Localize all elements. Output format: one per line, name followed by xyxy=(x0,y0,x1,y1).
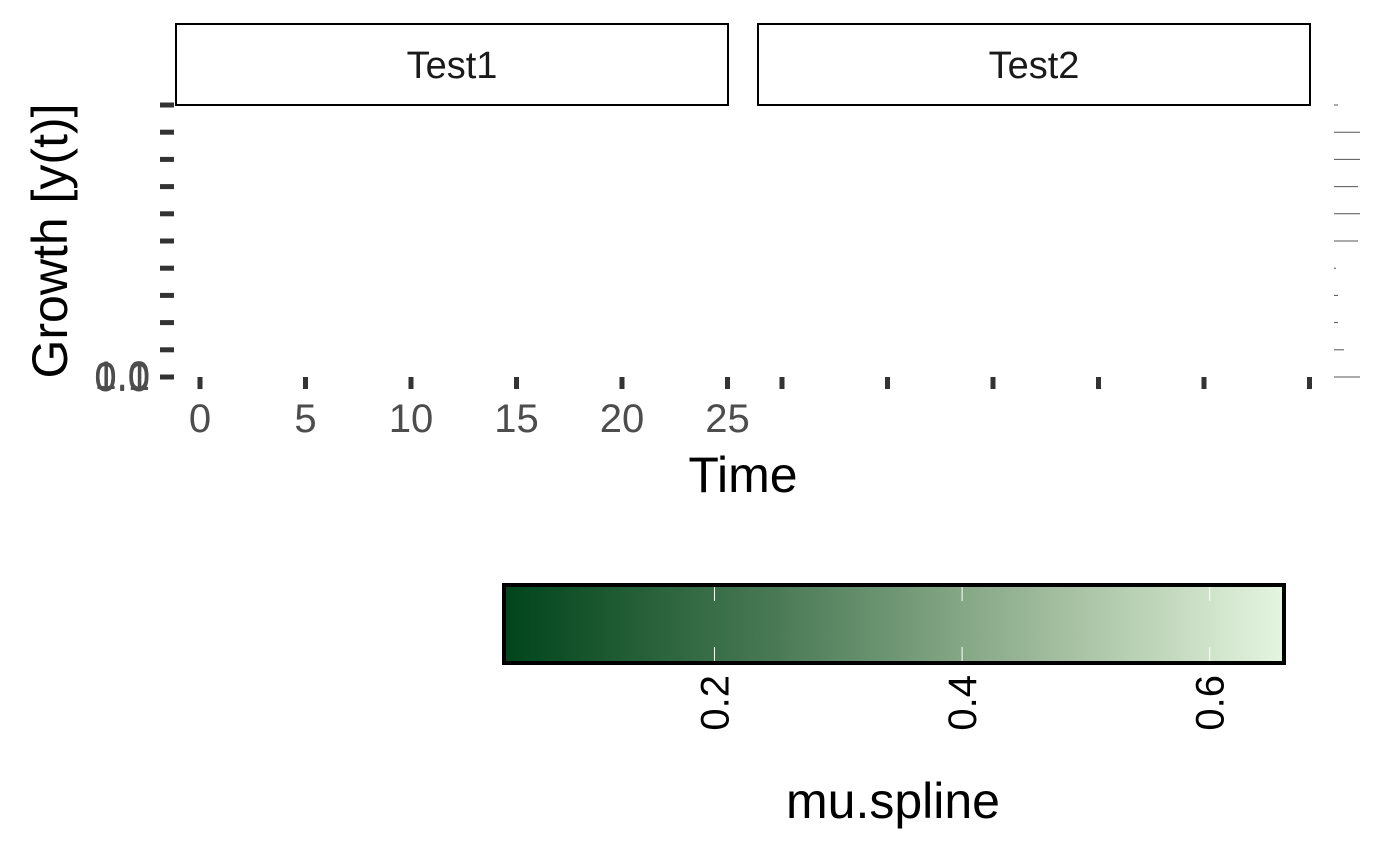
x-tick-label: 5 xyxy=(294,397,316,441)
facet-label-2: Test2 xyxy=(989,45,1080,87)
colorbar xyxy=(502,583,1286,665)
facet-strip-2: Test2 xyxy=(757,23,1311,106)
facet-strip-1: Test1 xyxy=(175,23,729,106)
x-tick-label: 20 xyxy=(600,397,645,441)
colorbar-legend: 0.2 0.4 0.6 mu.spline xyxy=(502,583,1286,829)
y-axis-title: Growth [y(t)] xyxy=(22,103,78,378)
colorbar-tick-label: 0.6 xyxy=(1189,675,1233,731)
colorbar-ticks xyxy=(713,587,1211,661)
colorbar-tick-label: 0.2 xyxy=(693,675,737,731)
right-axis-marks xyxy=(1334,104,1360,378)
y-axis-tick-labels: 0.00.11.0 xyxy=(94,354,150,400)
colorbar-title: mu.spline xyxy=(786,773,1000,829)
y-tick-label: 0.1 xyxy=(94,355,150,399)
x-axis-tick-labels: 0 5 10 15 20 25 xyxy=(189,397,750,441)
x-tick-label: 15 xyxy=(494,397,539,441)
y-tick-label: 0.0 xyxy=(94,356,150,400)
y-tick-label: 1.0 xyxy=(94,354,150,398)
y-axis-ticks xyxy=(160,102,174,380)
x-tick-label: 25 xyxy=(705,397,750,441)
x-axis-title: Time xyxy=(688,447,797,503)
colorbar-tick-labels: 0.2 0.4 0.6 xyxy=(693,675,1232,731)
colorbar-tick-label: 0.4 xyxy=(941,675,985,731)
facet-label-1: Test1 xyxy=(407,45,498,87)
x-axis-ticks xyxy=(197,377,1312,389)
x-tick-label: 10 xyxy=(389,397,434,441)
x-tick-label: 0 xyxy=(189,397,211,441)
